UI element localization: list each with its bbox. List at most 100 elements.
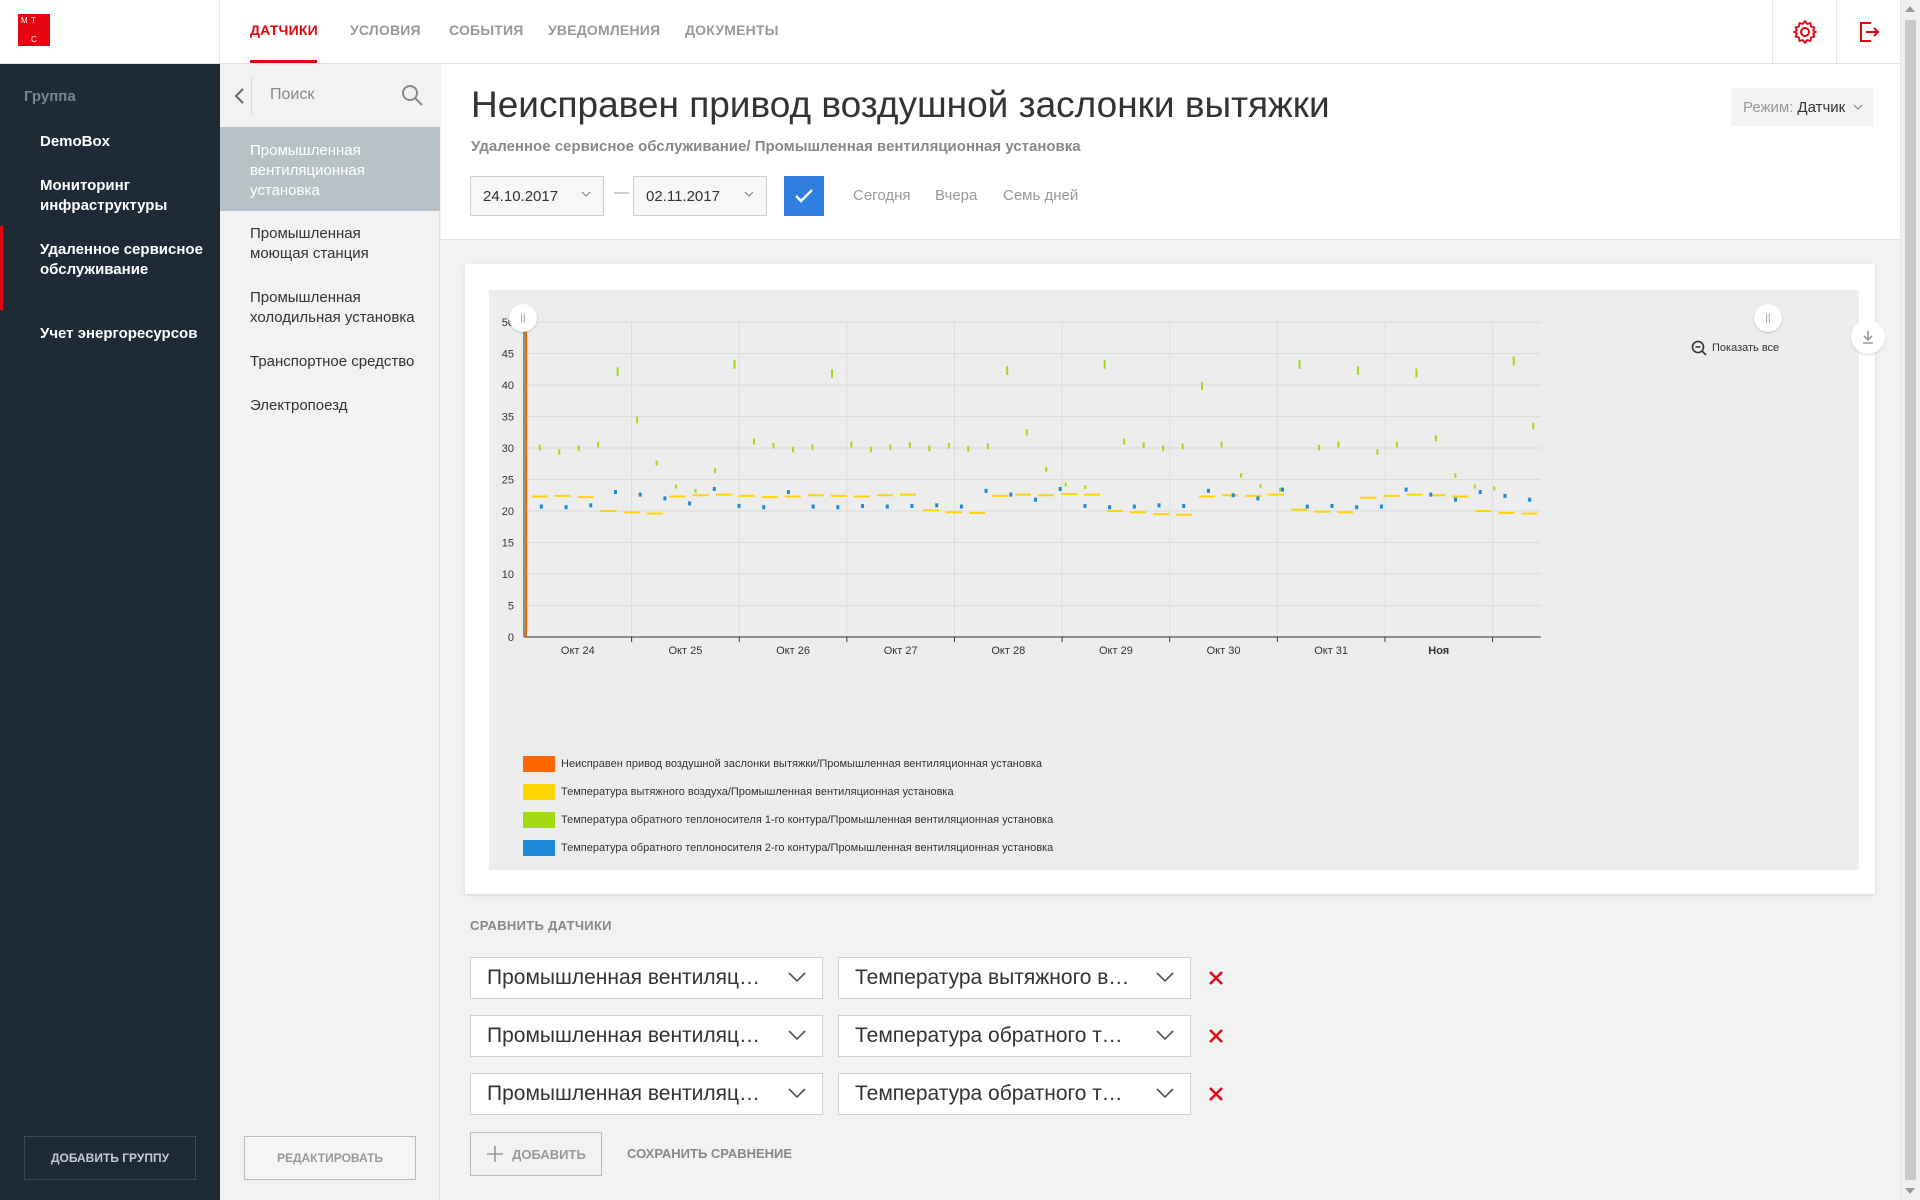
search-input[interactable]: Поиск bbox=[270, 86, 315, 103]
add-group-button[interactable]: ДОБАВИТЬ ГРУППУ bbox=[24, 1136, 196, 1180]
coolant-2-bar bbox=[638, 492, 642, 497]
quick-today-link[interactable]: Сегодня bbox=[853, 187, 911, 204]
exhaust-temp-point bbox=[1521, 512, 1538, 515]
exhaust-temp-point bbox=[899, 493, 916, 496]
page-scrollbar[interactable] bbox=[1900, 0, 1920, 1200]
coolant-1-bar bbox=[753, 438, 756, 445]
tab-sensors[interactable]: ДАТЧИКИ bbox=[250, 22, 318, 38]
y-tick-label: 45 bbox=[502, 349, 514, 361]
exhaust-temp-point bbox=[738, 494, 755, 497]
y-tick-label: 10 bbox=[502, 569, 514, 581]
exhaust-temp-point bbox=[1199, 495, 1216, 498]
tab-notifications[interactable]: УВЕДОМЛЕНИЯ bbox=[548, 22, 661, 38]
range-start-handle[interactable]: || bbox=[509, 304, 537, 332]
coolant-2-bar bbox=[1305, 504, 1309, 509]
legend-label: Неисправен привод воздушной заслонки выт… bbox=[561, 758, 1043, 770]
legend-item[interactable]: Неисправен привод воздушной заслонки выт… bbox=[523, 756, 1042, 772]
group-item-remote-service[interactable]: Удаленное сервисное обслуживание bbox=[40, 241, 203, 278]
apply-date-button[interactable] bbox=[784, 176, 824, 216]
coolant-2-bar bbox=[1206, 488, 1210, 493]
coolant-1-bar bbox=[1220, 441, 1223, 448]
device-item-train[interactable]: Электропоезд bbox=[250, 397, 348, 414]
coolant-1-bar bbox=[889, 444, 892, 450]
coolant-1-bar bbox=[1298, 359, 1301, 369]
group-item-infrastructure[interactable]: Мониторинг инфраструктуры bbox=[40, 177, 168, 214]
coolant-2-bar bbox=[1157, 503, 1161, 508]
remove-compare-icon[interactable] bbox=[1206, 1026, 1226, 1046]
legend-swatch bbox=[523, 812, 555, 828]
gear-icon bbox=[1792, 20, 1817, 44]
coolant-2-bar bbox=[1108, 505, 1112, 510]
add-compare-button[interactable]: ДОБАВИТЬ bbox=[470, 1132, 602, 1176]
device-item-washing[interactable]: Промышленная моющая станция bbox=[250, 225, 369, 262]
coolant-1-bar bbox=[1473, 484, 1476, 489]
date-to-picker[interactable]: 02.11.2017 bbox=[633, 176, 767, 216]
quick-yesterday-link[interactable]: Вчера bbox=[935, 187, 978, 204]
exhaust-temp-point bbox=[1429, 494, 1446, 497]
legend-item[interactable]: Температура вытяжного воздуха/Промышленн… bbox=[523, 784, 954, 800]
scroll-up-icon[interactable] bbox=[1905, 6, 1915, 12]
scroll-thumb[interactable] bbox=[1905, 20, 1916, 1180]
coolant-1-bar bbox=[947, 442, 950, 449]
mode-select[interactable]: Режим: Датчик bbox=[1731, 88, 1873, 126]
exhaust-temp-point bbox=[968, 511, 985, 514]
show-all-button[interactable]: Показать все bbox=[1691, 340, 1779, 356]
settings-button[interactable] bbox=[1772, 0, 1836, 64]
coolant-2-bar bbox=[1182, 503, 1186, 508]
date-to-value: 02.11.2017 bbox=[646, 187, 720, 205]
breadcrumb: Удаленное сервисное обслуживание/ Промыш… bbox=[471, 138, 1081, 155]
compare-sensor-select[interactable]: Температура обратного теп... bbox=[838, 1015, 1191, 1057]
group-item-demobox[interactable]: DemoBox bbox=[40, 133, 111, 150]
coolant-1-bar bbox=[655, 460, 658, 466]
legend-item[interactable]: Температура обратного теплоносителя 1-го… bbox=[523, 812, 1053, 828]
quick-week-link[interactable]: Семь дней bbox=[1003, 187, 1079, 204]
tab-documents[interactable]: ДОКУМЕНТЫ bbox=[685, 22, 779, 38]
coolant-1-bar bbox=[1454, 473, 1457, 478]
compare-sensor-select[interactable]: Температура вытяжного воз... bbox=[838, 957, 1191, 999]
y-tick-label: 5 bbox=[508, 601, 514, 613]
logout-button[interactable] bbox=[1836, 0, 1900, 64]
compare-device-select[interactable]: Промышленная вентиляци... bbox=[470, 957, 823, 999]
show-all-label: Показать все bbox=[1712, 342, 1780, 354]
legend-label: Температура вытяжного воздуха/Промышленн… bbox=[561, 786, 954, 798]
compare-device-select[interactable]: Промышленная вентиляци... bbox=[470, 1073, 823, 1115]
exhaust-temp-point bbox=[1038, 494, 1055, 497]
group-item-energy[interactable]: Учет энергоресурсов bbox=[40, 325, 198, 342]
device-item-cooling[interactable]: Промышленная холодильная установка bbox=[250, 289, 415, 326]
brand-logo[interactable]: М Т С bbox=[18, 14, 50, 46]
date-from-picker[interactable]: 24.10.2017 bbox=[470, 176, 604, 216]
remove-compare-icon[interactable] bbox=[1206, 1084, 1226, 1104]
compare-sensor-value: Температура обратного теп... bbox=[855, 1024, 1134, 1047]
y-tick-label: 0 bbox=[508, 632, 514, 644]
edit-button[interactable]: РЕДАКТИРОВАТЬ bbox=[244, 1136, 416, 1180]
download-button[interactable] bbox=[1851, 320, 1885, 354]
chevron-left-icon[interactable] bbox=[230, 84, 250, 108]
legend-item[interactable]: Температура обратного теплоносителя 2-го… bbox=[523, 840, 1053, 856]
exhaust-temp-point bbox=[922, 509, 939, 512]
exhaust-temp-point bbox=[1130, 511, 1147, 514]
device-item-ventilation[interactable]: Промышленная вентиляционная установка bbox=[220, 127, 440, 211]
coolant-2-bar bbox=[1083, 503, 1087, 508]
range-end-handle[interactable]: || bbox=[1754, 304, 1782, 332]
search-icon[interactable] bbox=[400, 83, 424, 107]
compare-sensor-select[interactable]: Температура обратного теп... bbox=[838, 1073, 1191, 1115]
x-tick-label: Окт 25 bbox=[669, 645, 703, 657]
logo-letter: М bbox=[21, 16, 28, 25]
compare-device-select[interactable]: Промышленная вентиляци... bbox=[470, 1015, 823, 1057]
coolant-1-bar bbox=[1512, 356, 1515, 366]
chart-area[interactable]: 0 5 10 15 20 25 30 35 40 45 50 Окт 24 Окт 25 Окт 26 Ок… bbox=[489, 290, 1885, 870]
tab-events[interactable]: СОБЫТИЯ bbox=[449, 22, 524, 38]
chevron-down-icon bbox=[1156, 1030, 1174, 1040]
exhaust-temp-point bbox=[1291, 508, 1308, 511]
chevron-down-icon bbox=[788, 1088, 806, 1098]
coolant-2-bar bbox=[762, 505, 766, 510]
remove-compare-icon[interactable] bbox=[1206, 968, 1226, 988]
coolant-1-bar bbox=[1279, 487, 1282, 492]
device-item-vehicle[interactable]: Транспортное средство bbox=[250, 353, 415, 370]
tab-conditions[interactable]: УСЛОВИЯ bbox=[350, 22, 421, 38]
coolant-2-bar bbox=[786, 490, 790, 495]
save-compare-button[interactable]: СОХРАНИТЬ СРАВНЕНИЕ bbox=[627, 1146, 793, 1161]
divider bbox=[219, 0, 220, 64]
scroll-down-icon[interactable] bbox=[1905, 1188, 1915, 1194]
